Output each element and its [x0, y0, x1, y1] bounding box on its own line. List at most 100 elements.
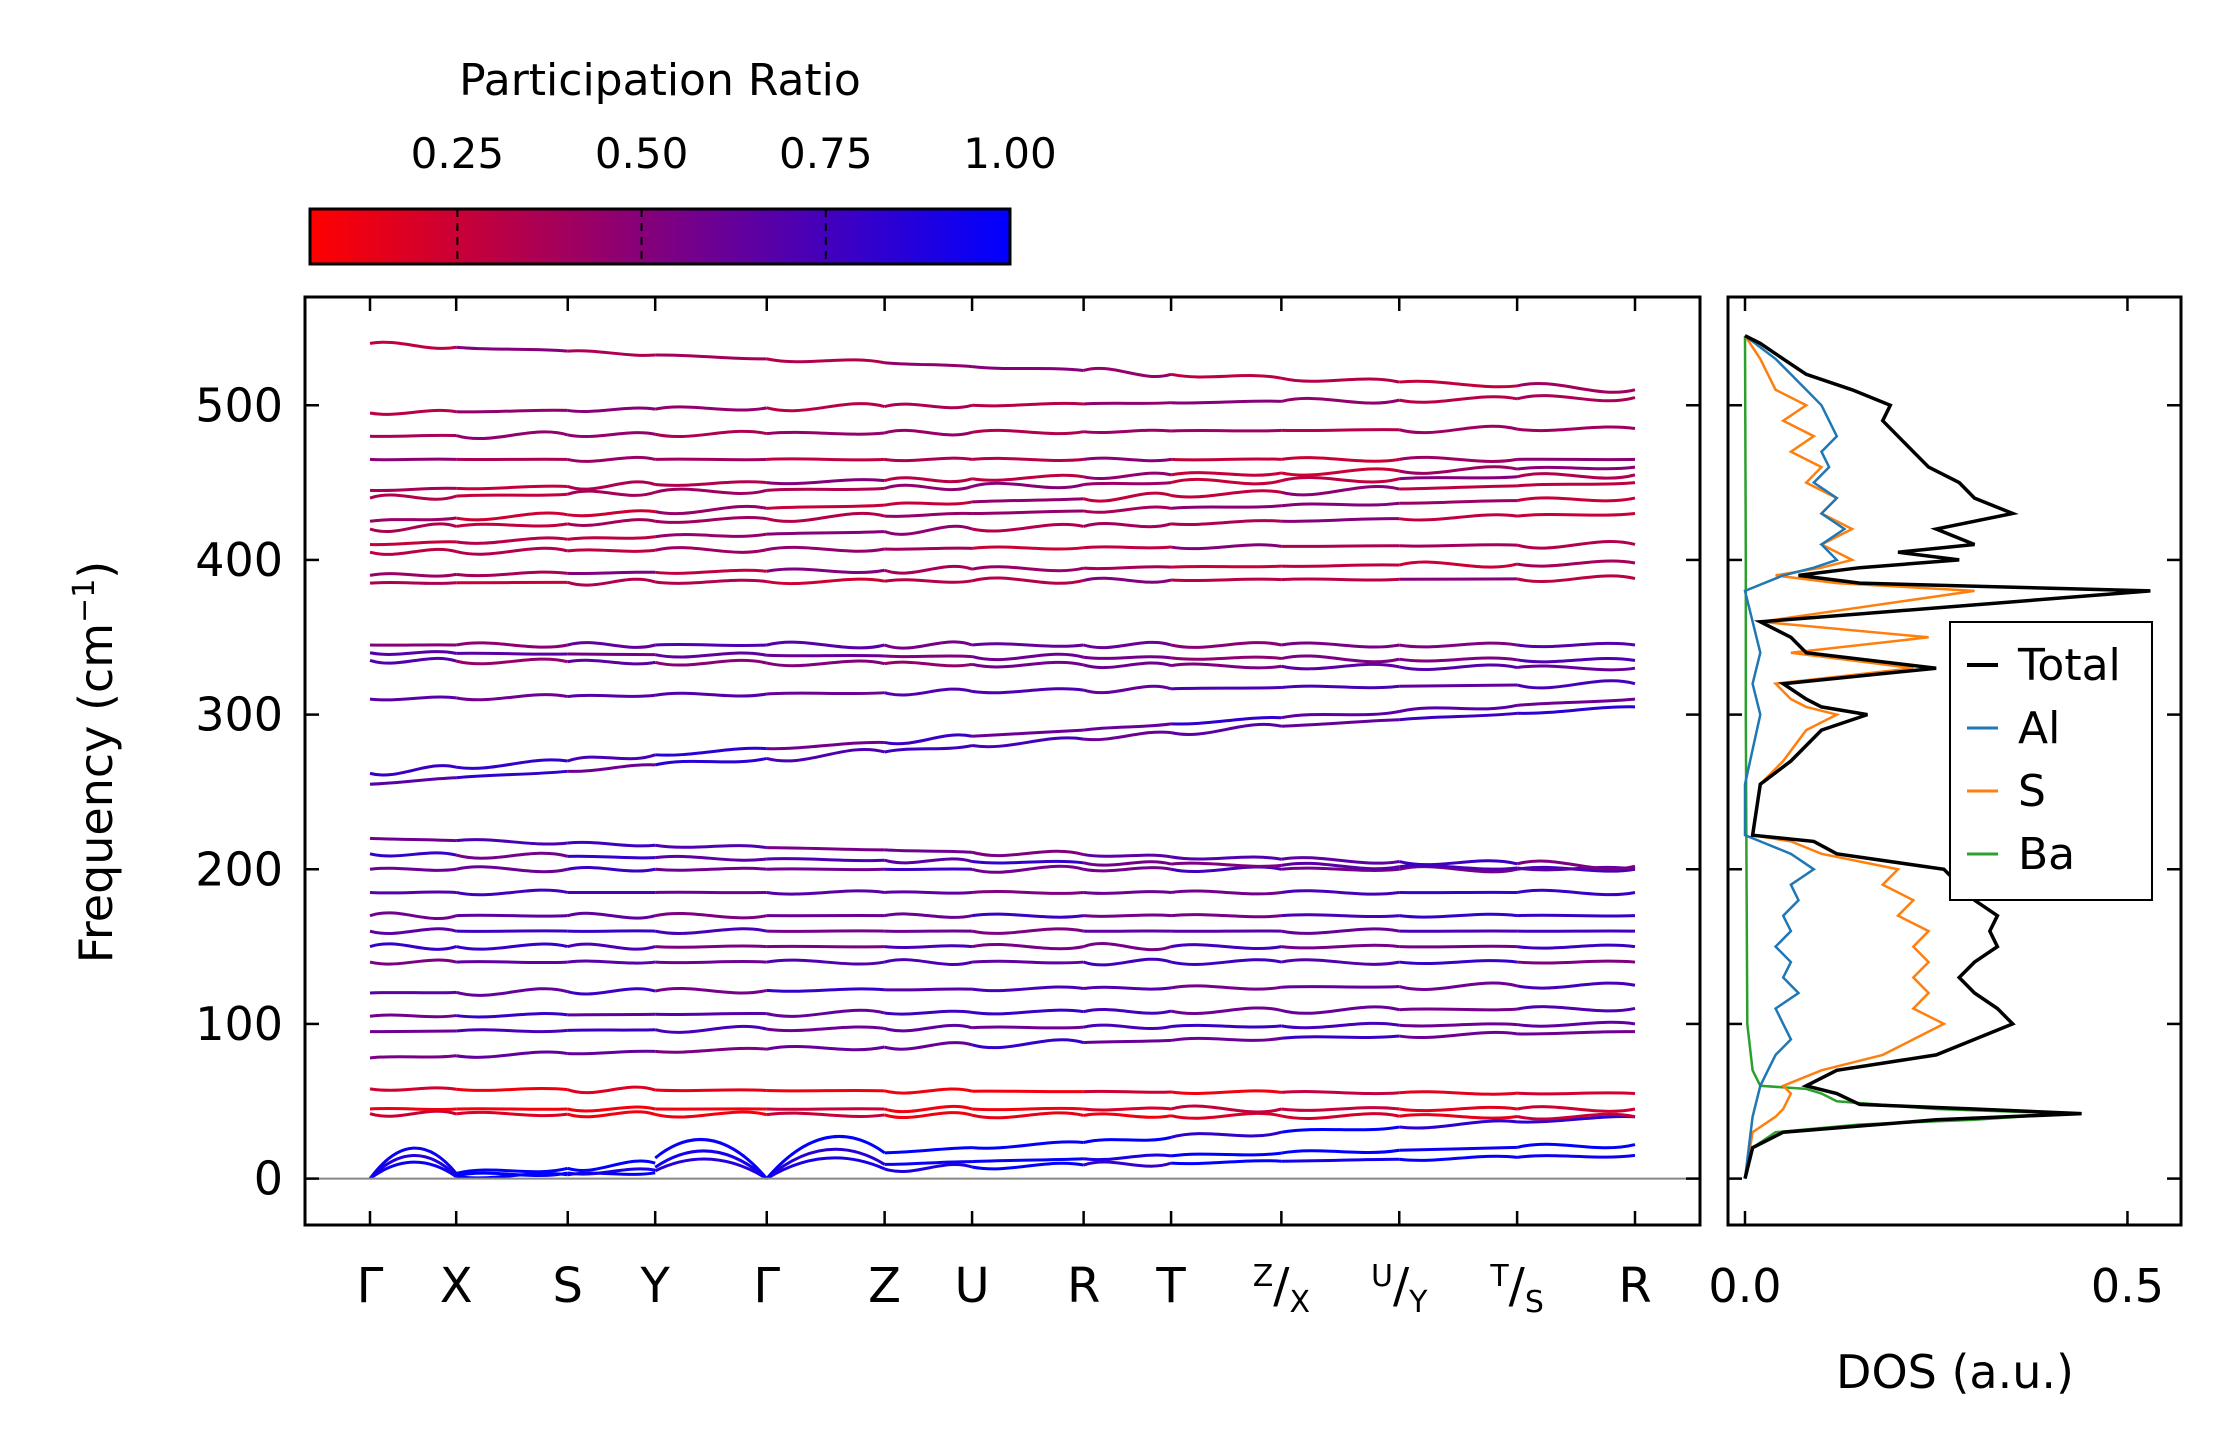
band-line	[455, 1050, 568, 1059]
band-line	[455, 657, 569, 666]
band-line	[971, 687, 1084, 695]
band-line	[567, 911, 656, 920]
band-line	[1170, 489, 1282, 499]
band-line	[1281, 654, 1400, 664]
band-line	[456, 929, 568, 933]
k-point-label: S	[553, 1258, 583, 1314]
band-line	[884, 687, 973, 697]
band-line	[1170, 943, 1282, 950]
band-line	[1170, 855, 1282, 861]
band-line	[1170, 471, 1282, 477]
band-line	[655, 959, 767, 965]
band-line	[1516, 540, 1636, 550]
band-line	[1281, 501, 1400, 508]
band-line	[1170, 1089, 1282, 1095]
band-line	[655, 457, 767, 462]
band-line	[1399, 379, 1518, 389]
band-line	[884, 456, 973, 463]
band-line	[1516, 1112, 1636, 1121]
band-line	[1083, 471, 1172, 481]
band-line	[1516, 496, 1636, 503]
band-line	[884, 524, 973, 536]
band-line	[369, 851, 457, 858]
k-point-label: X	[440, 1258, 473, 1314]
band-line	[369, 836, 457, 843]
band-line	[971, 849, 1085, 858]
band-line	[654, 546, 768, 554]
band-line	[655, 866, 767, 872]
band-line	[1083, 640, 1172, 650]
band-line	[1170, 1006, 1282, 1015]
band-line	[766, 640, 885, 650]
band-line	[567, 518, 656, 527]
band-line	[567, 577, 656, 587]
band-line	[766, 545, 885, 553]
band-line	[971, 1038, 1085, 1050]
band-line	[567, 1105, 656, 1113]
band-line	[455, 1012, 568, 1019]
band-line	[1083, 565, 1172, 571]
band-line	[971, 1008, 1084, 1016]
band-line	[1516, 981, 1636, 990]
band-line	[368, 1146, 458, 1180]
band-line	[884, 428, 973, 437]
colorbar-tick-label: 0.50	[595, 129, 689, 178]
band-line	[766, 889, 885, 896]
band-line	[1399, 683, 1518, 688]
band-line	[1516, 465, 1636, 471]
band-line	[884, 660, 973, 668]
band-line	[567, 509, 656, 518]
band-line	[456, 1087, 568, 1092]
band-line	[567, 406, 656, 414]
band-line	[368, 1154, 458, 1180]
band-line	[884, 402, 973, 410]
band-line	[884, 987, 973, 992]
colorbar-gradient	[308, 207, 1012, 266]
band-line	[1281, 577, 1400, 582]
band-line	[1516, 1005, 1636, 1013]
band-line	[567, 489, 656, 497]
band-line	[1170, 1159, 1282, 1166]
band-line	[1399, 656, 1518, 663]
y-tick-label: 0	[254, 1152, 283, 1206]
band-line	[455, 536, 568, 545]
band-line	[655, 353, 767, 361]
band-line	[1399, 1105, 1518, 1113]
band-line	[1083, 576, 1172, 584]
band-line	[369, 457, 457, 462]
band-line	[1399, 1119, 1518, 1130]
band-line	[655, 944, 767, 949]
band-line	[1516, 481, 1636, 488]
band-line	[1281, 1106, 1400, 1112]
band-line	[567, 535, 656, 541]
band-line	[766, 857, 885, 863]
band-line	[456, 570, 568, 578]
band-line	[884, 1041, 973, 1051]
band-line	[1083, 985, 1172, 991]
band-line	[455, 1110, 568, 1118]
band-line	[971, 576, 1084, 585]
band-line	[369, 656, 457, 665]
band-line	[1083, 505, 1172, 514]
band-line	[1516, 697, 1636, 707]
band-line	[1170, 564, 1282, 569]
band-line	[655, 746, 767, 757]
band-line	[369, 958, 457, 966]
band-line	[655, 578, 767, 585]
band-line	[766, 577, 885, 586]
band-line	[766, 430, 885, 436]
band-line	[1170, 577, 1282, 583]
band-line	[369, 580, 457, 585]
band-line	[1398, 859, 1518, 867]
band-line	[1516, 472, 1636, 480]
band-line	[567, 987, 656, 996]
band-line	[766, 1111, 885, 1118]
band-line	[1399, 1030, 1518, 1039]
band-line	[456, 913, 568, 918]
band-line	[654, 487, 768, 495]
k-point-label: Γ	[753, 1258, 780, 1314]
band-line	[1083, 1135, 1172, 1144]
band-line	[884, 361, 973, 369]
band-line	[1083, 853, 1172, 859]
